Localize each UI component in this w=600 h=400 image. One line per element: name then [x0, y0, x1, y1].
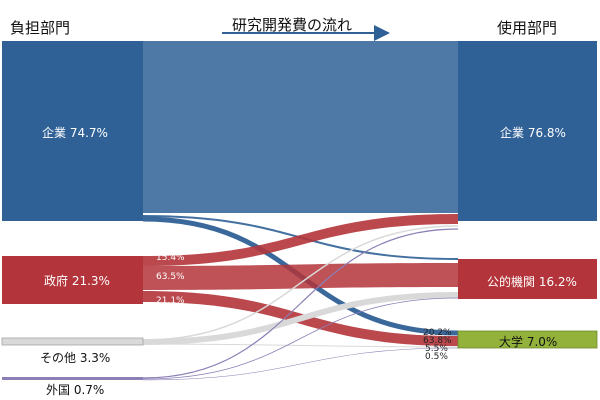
flow-foreign-to-public: [142, 297, 459, 380]
flow-label-univ-from-company: 20.2%: [423, 328, 452, 338]
source-node-company: [2, 41, 143, 221]
target-header: 使用部門: [497, 19, 558, 37]
node-layer: [1, 41, 598, 380]
flow-foreign-to-university: [142, 347, 459, 381]
source-label-foreign: 外国 0.7%: [46, 383, 105, 397]
source-node-foreign: [2, 377, 143, 380]
flow-company-to-company: [143, 41, 458, 213]
flow-other-to-public: [142, 292, 459, 345]
flow-other-to-company: [142, 225, 459, 341]
source-header: 負担部門: [10, 19, 71, 37]
flow-label-gov-to-public: 63.5%: [156, 272, 185, 282]
flow-label-univ-from-foreign: 0.5%: [425, 352, 448, 362]
flow-label-univ-from-government: 63.8%: [423, 336, 452, 346]
flow-title: 研究開発費の流れ: [232, 16, 353, 34]
target-label-university: 大学 7.0%: [499, 335, 558, 349]
source-label-company: 企業 74.7%: [42, 126, 108, 140]
source-node-government: [2, 256, 143, 304]
target-node-public: [458, 259, 597, 299]
target-node-company: [458, 41, 597, 221]
flow-label-gov-to-university: 21.1%: [156, 296, 185, 306]
target-label-public: 公的機関 16.2%: [487, 275, 577, 289]
flow-label-univ-from-other: 5.5%: [425, 344, 448, 354]
flow-layer: [142, 41, 459, 381]
target-label-company: 企業 76.8%: [500, 126, 566, 140]
flow-government-to-company: [143, 214, 458, 266]
target-node-university: [457, 330, 598, 349]
flow-foreign-to-company: [142, 228, 459, 379]
source-label-government: 政府 21.3%: [44, 274, 110, 288]
source-label-other: その他 3.3%: [40, 351, 111, 365]
flow-label-gov-to-company: 15.4%: [156, 253, 185, 263]
flow-government-to-public: [143, 263, 458, 290]
flow-other-to-university: [142, 343, 459, 348]
source-node-other: [1, 337, 144, 346]
